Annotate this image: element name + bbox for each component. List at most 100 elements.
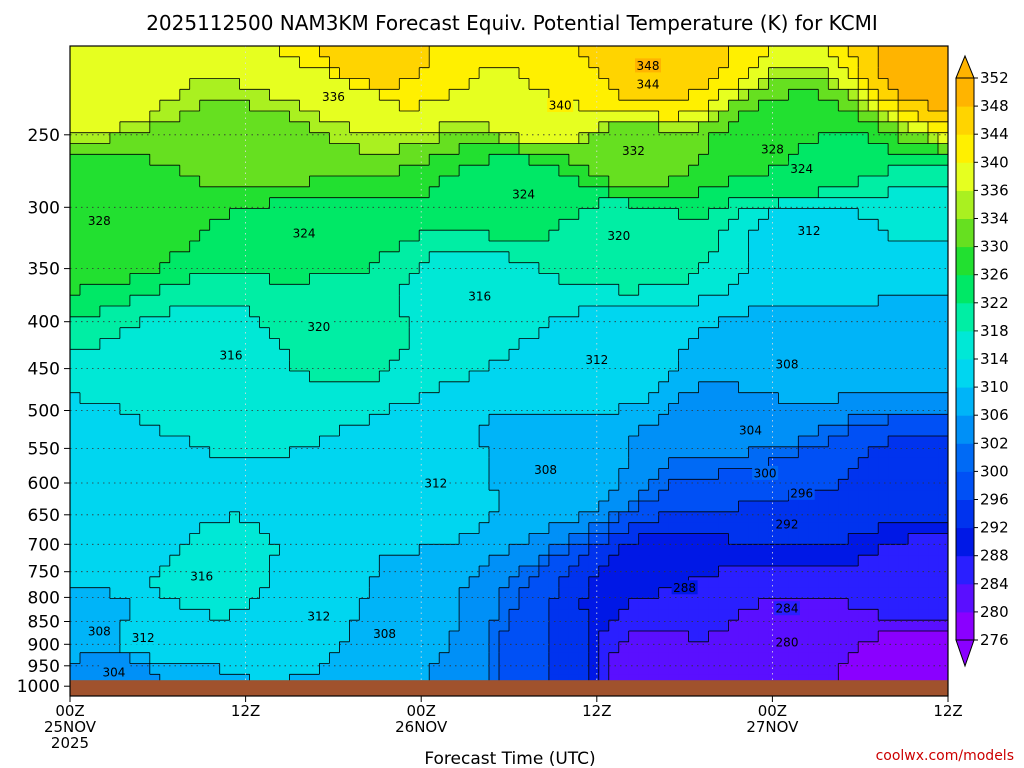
y-tick-label: 600: [28, 474, 60, 494]
contour-label: 304: [100, 665, 127, 680]
colorbar-segment: [956, 499, 974, 529]
x-tick-label: 12Z: [933, 702, 962, 720]
contour-label: 348: [635, 58, 661, 73]
colorbar-segment: [956, 190, 974, 219]
colorbar-segment: [956, 274, 974, 304]
y-tick-label: 650: [28, 506, 60, 526]
plot-frame: [69, 45, 949, 697]
colorbar-tick-label: 280: [980, 603, 1009, 621]
colorbar-segment: [956, 246, 974, 276]
colorbar-tick-label: 334: [980, 210, 1009, 228]
y-tick-label: 450: [28, 360, 60, 380]
colorbar-segment: [956, 78, 974, 107]
y-tick-label: 800: [28, 588, 60, 608]
contour-label: 300: [752, 465, 779, 480]
colorbar-extend-bottom: [955, 639, 975, 668]
colorbar-tick-label: 340: [980, 153, 1009, 171]
colorbar-segment: [956, 330, 974, 360]
colorbar-segment: [956, 555, 974, 585]
colorbar-tick-label: 330: [980, 238, 1009, 256]
colorbar-segment: [956, 443, 974, 472]
colorbar-tick-label: 314: [980, 350, 1009, 368]
colorbar-extend-top: [955, 54, 975, 79]
contour-label: 320: [305, 319, 332, 334]
colorbar-segment: [956, 583, 974, 613]
colorbar: 276 280 284 288 292 296 300 302 306 310 314 318 322 3…: [955, 54, 1009, 668]
contour-label: 304: [737, 422, 764, 437]
y-tick-label: 300: [28, 198, 60, 218]
contour-label: 324: [510, 186, 537, 201]
y-axis: 2503003504004505005506006507007508008509…: [17, 126, 70, 697]
contour-label: 344: [635, 76, 661, 91]
contour-label: 312: [305, 608, 332, 623]
y-tick-label: 950: [28, 657, 60, 677]
contour-label: 320: [605, 228, 632, 243]
contour-label: 308: [774, 357, 800, 372]
y-tick-label: 500: [28, 402, 60, 422]
colorbar-segment: [956, 415, 974, 444]
contour-label: 312: [796, 223, 822, 238]
colorbar-segment: [956, 162, 974, 191]
ground-layer: [70, 680, 948, 696]
y-tick-label: 850: [28, 613, 60, 633]
colorbar-tick-label: 336: [980, 181, 1009, 199]
colorbar-tick-label: 296: [980, 491, 1009, 509]
contour-label: 312: [422, 476, 449, 491]
contour-label: 324: [291, 226, 318, 241]
colorbar-tick-label: 306: [980, 406, 1009, 424]
x-tick-label: 00Z: [407, 702, 436, 720]
colorbar-tick-label: 302: [980, 434, 1009, 452]
y-tick-label: 550: [28, 439, 60, 459]
credit-text: coolwx.com/models: [876, 748, 1014, 764]
x-tick-label: 12Z: [231, 702, 260, 720]
colorbar-segment: [956, 218, 974, 248]
contour-label: 316: [188, 569, 215, 584]
y-tick-label: 900: [28, 635, 60, 655]
colorbar-segment: [956, 471, 974, 500]
x-tick-label: 00Z: [55, 702, 84, 720]
colorbar-tick-label: 288: [980, 547, 1009, 565]
colorbar-segment: [956, 527, 974, 557]
contour-lines: [70, 46, 948, 696]
colorbar-segment: [956, 611, 974, 641]
contour-label: 336: [320, 89, 347, 104]
contour-label: 328: [86, 213, 113, 228]
colorbar-segment: [956, 359, 974, 388]
x-tick-label: 26NOV: [395, 718, 448, 736]
y-tick-label: 350: [28, 260, 60, 280]
contour-label: 280: [774, 635, 800, 650]
colorbar-segment: [956, 106, 974, 135]
color-bands: [70, 46, 948, 696]
x-tick-label: 00Z: [758, 702, 787, 720]
chart-title: 2025112500 NAM3KM Forecast Equiv. Potent…: [146, 11, 878, 35]
colorbar-tick-label: 344: [980, 125, 1009, 143]
y-tick-label: 700: [28, 535, 60, 555]
colorbar-segment: [956, 134, 974, 163]
contour-label: 312: [130, 630, 157, 645]
colorbar-tick-label: 310: [980, 378, 1009, 396]
colorbar-tick-label: 276: [980, 631, 1009, 649]
contour-label: 316: [218, 348, 244, 363]
colorbar-tick-label: 284: [980, 575, 1009, 593]
contour-label: 308: [86, 623, 113, 638]
contour-label: 328: [759, 141, 786, 156]
contour-label: 340: [547, 98, 574, 113]
contour-label: 292: [774, 516, 800, 531]
colorbar-segment: [956, 387, 974, 416]
colorbar-tick-label: 348: [980, 97, 1009, 115]
y-tick-label: 1000: [17, 677, 60, 697]
x-tick-label: 25NOV: [44, 718, 97, 736]
colorbar-segment: [956, 302, 974, 332]
y-tick-label: 400: [28, 313, 60, 333]
colorbar-tick-label: 300: [980, 462, 1009, 480]
contour-label: 296: [788, 485, 815, 500]
colorbar-tick-label: 292: [980, 519, 1009, 537]
contour-label: 308: [532, 462, 559, 477]
x-axis-label: Forecast Time (UTC): [424, 749, 595, 768]
grid-lines: [70, 46, 948, 696]
contour-label: 288: [671, 580, 698, 595]
